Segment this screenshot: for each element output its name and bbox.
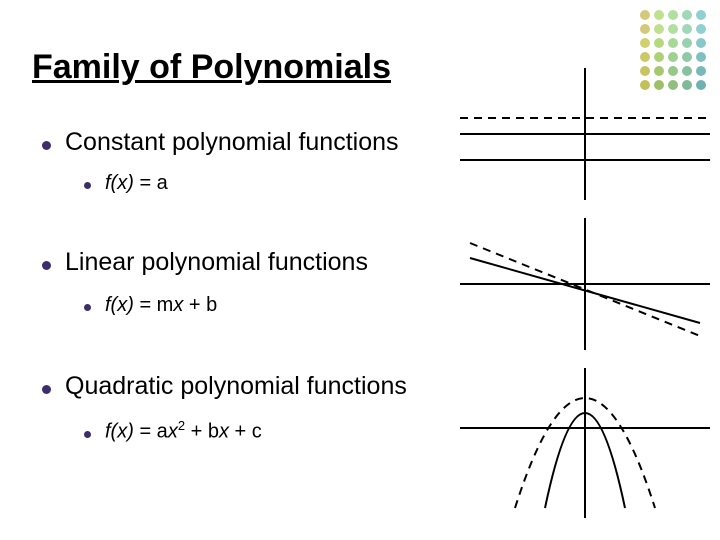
bullet-icon: [84, 182, 91, 189]
formula-text: f(x) = ax2 + bx + c: [105, 418, 262, 444]
formula-text: f(x) = mx + b: [105, 294, 217, 317]
section-constant: Constant polynomial functions: [42, 128, 399, 157]
section-linear-formula: f(x) = mx + b: [84, 294, 217, 317]
bullet-icon: [42, 385, 51, 394]
page-title: Family of Polynomials: [32, 48, 391, 87]
bullet-icon: [42, 141, 51, 150]
bullet-icon: [84, 431, 91, 438]
graph-constant: [460, 68, 710, 200]
graph-quadratic: [460, 368, 710, 518]
formula-text: f(x) = a: [105, 172, 168, 195]
section-heading: Quadratic polynomial functions: [65, 372, 407, 401]
section-heading: Constant polynomial functions: [65, 128, 399, 157]
section-constant-formula: f(x) = a: [84, 172, 168, 195]
section-linear: Linear polynomial functions: [42, 248, 368, 277]
bullet-icon: [42, 261, 51, 270]
bullet-icon: [84, 304, 91, 311]
section-quadratic-formula: f(x) = ax2 + bx + c: [84, 418, 262, 444]
graph-linear: [460, 218, 710, 350]
section-heading: Linear polynomial functions: [65, 248, 368, 277]
section-quadratic: Quadratic polynomial functions: [42, 372, 407, 401]
